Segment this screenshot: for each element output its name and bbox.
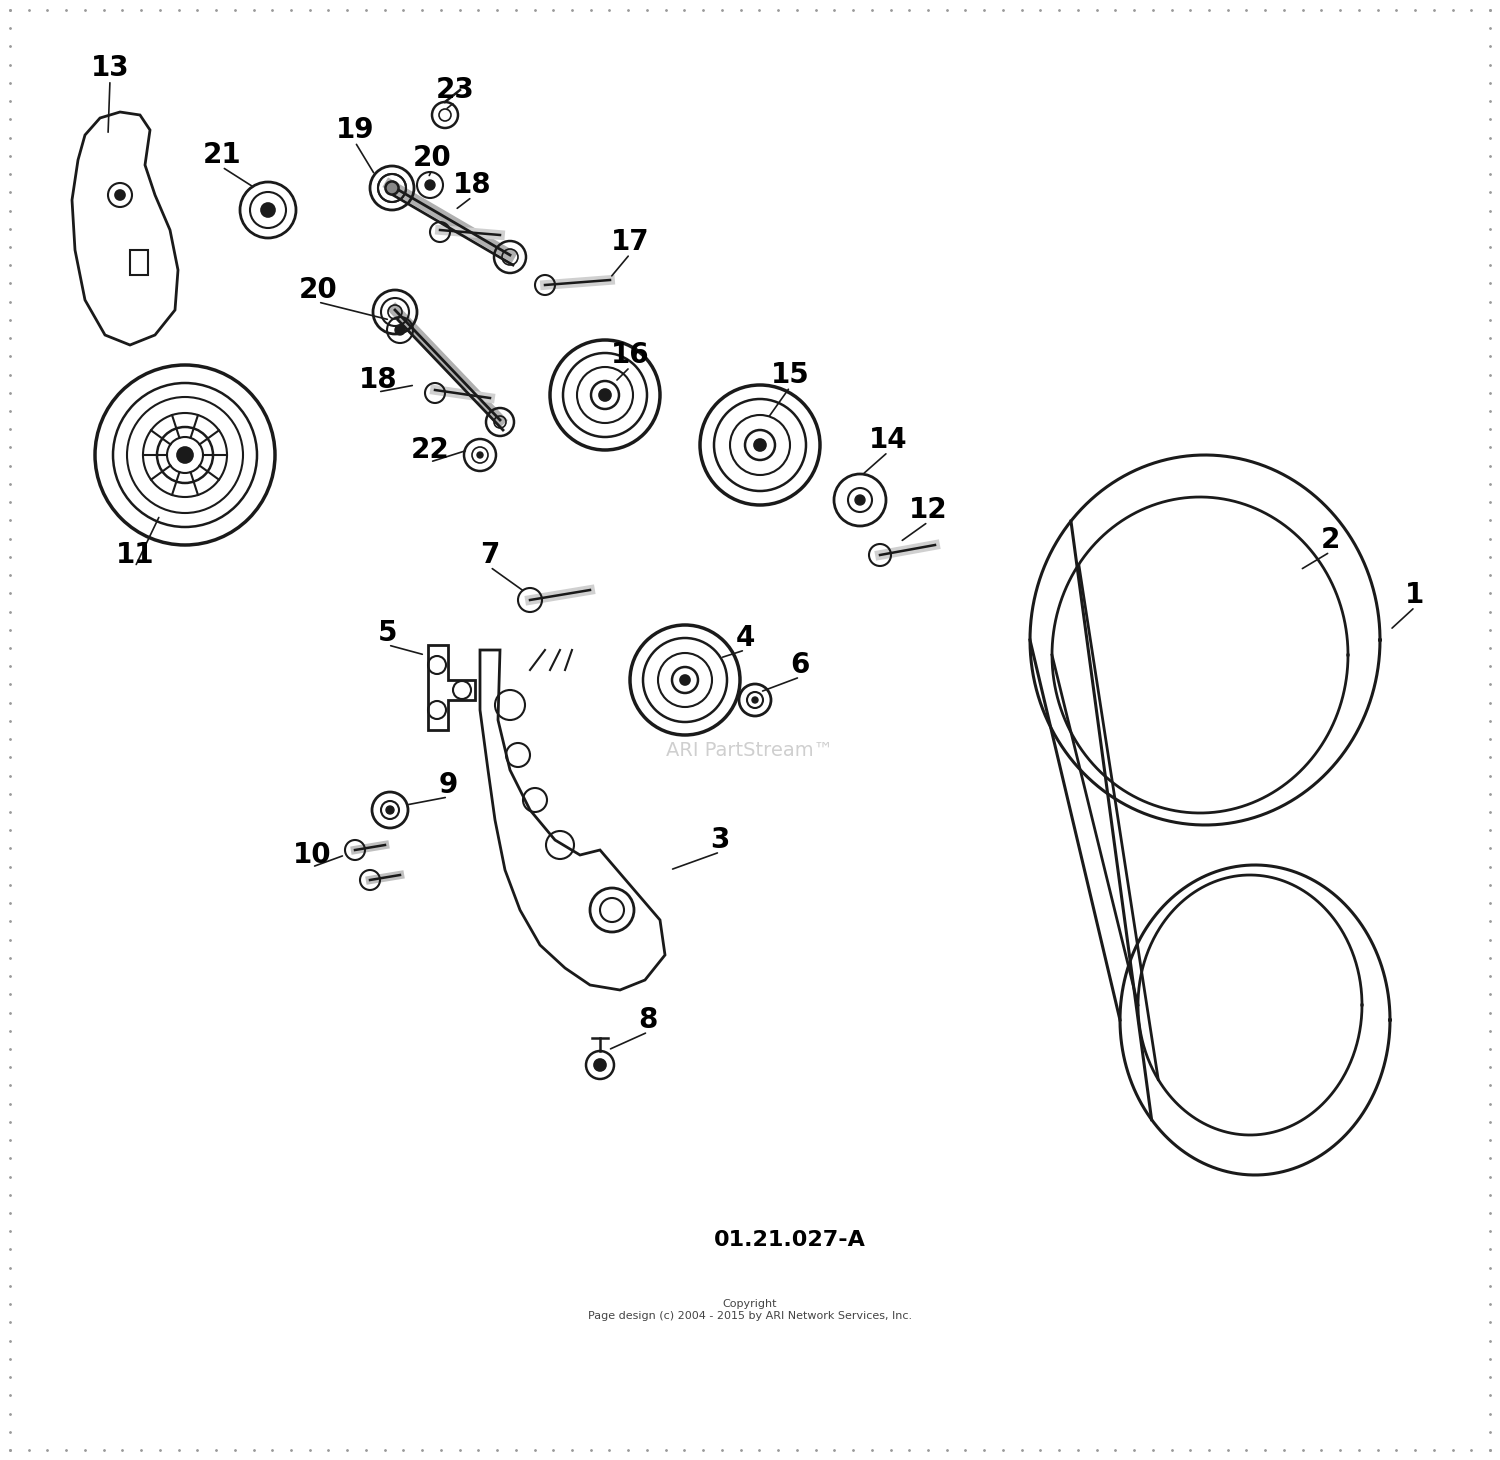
Text: 13: 13 (90, 54, 129, 82)
Text: 9: 9 (438, 771, 458, 799)
Text: 01.21.027-A: 01.21.027-A (714, 1229, 866, 1250)
Text: 14: 14 (868, 426, 907, 454)
Text: 23: 23 (435, 76, 474, 104)
Text: 20: 20 (298, 276, 338, 304)
Text: Copyright
Page design (c) 2004 - 2015 by ARI Network Services, Inc.: Copyright Page design (c) 2004 - 2015 by… (588, 1299, 912, 1321)
Text: 6: 6 (790, 651, 810, 679)
Circle shape (754, 439, 766, 451)
Text: 16: 16 (610, 342, 650, 369)
Circle shape (386, 806, 394, 815)
Circle shape (394, 326, 405, 334)
Text: 2: 2 (1320, 526, 1340, 553)
Circle shape (424, 180, 435, 190)
Text: 18: 18 (453, 171, 492, 199)
Text: 12: 12 (909, 496, 948, 524)
Circle shape (594, 1058, 606, 1072)
Text: 1: 1 (1406, 581, 1425, 609)
Circle shape (477, 453, 483, 458)
Circle shape (177, 447, 194, 463)
Text: 11: 11 (116, 542, 154, 569)
Circle shape (386, 182, 398, 194)
Circle shape (752, 696, 758, 704)
Circle shape (855, 495, 865, 505)
Text: 3: 3 (711, 826, 729, 854)
Text: 10: 10 (292, 841, 332, 869)
Circle shape (116, 190, 124, 200)
Text: 17: 17 (610, 228, 650, 255)
Text: 5: 5 (378, 619, 398, 647)
Text: 4: 4 (735, 623, 754, 653)
Text: 19: 19 (336, 115, 375, 145)
Text: ARI PartStream™: ARI PartStream™ (666, 740, 834, 759)
Text: 22: 22 (411, 437, 450, 464)
Circle shape (680, 675, 690, 685)
Text: 18: 18 (358, 366, 398, 394)
Text: 7: 7 (480, 542, 500, 569)
Text: 21: 21 (202, 142, 242, 169)
Text: 8: 8 (639, 1006, 657, 1034)
Text: 15: 15 (771, 361, 810, 388)
Circle shape (261, 203, 274, 218)
Text: 20: 20 (413, 145, 452, 172)
Circle shape (598, 388, 610, 402)
